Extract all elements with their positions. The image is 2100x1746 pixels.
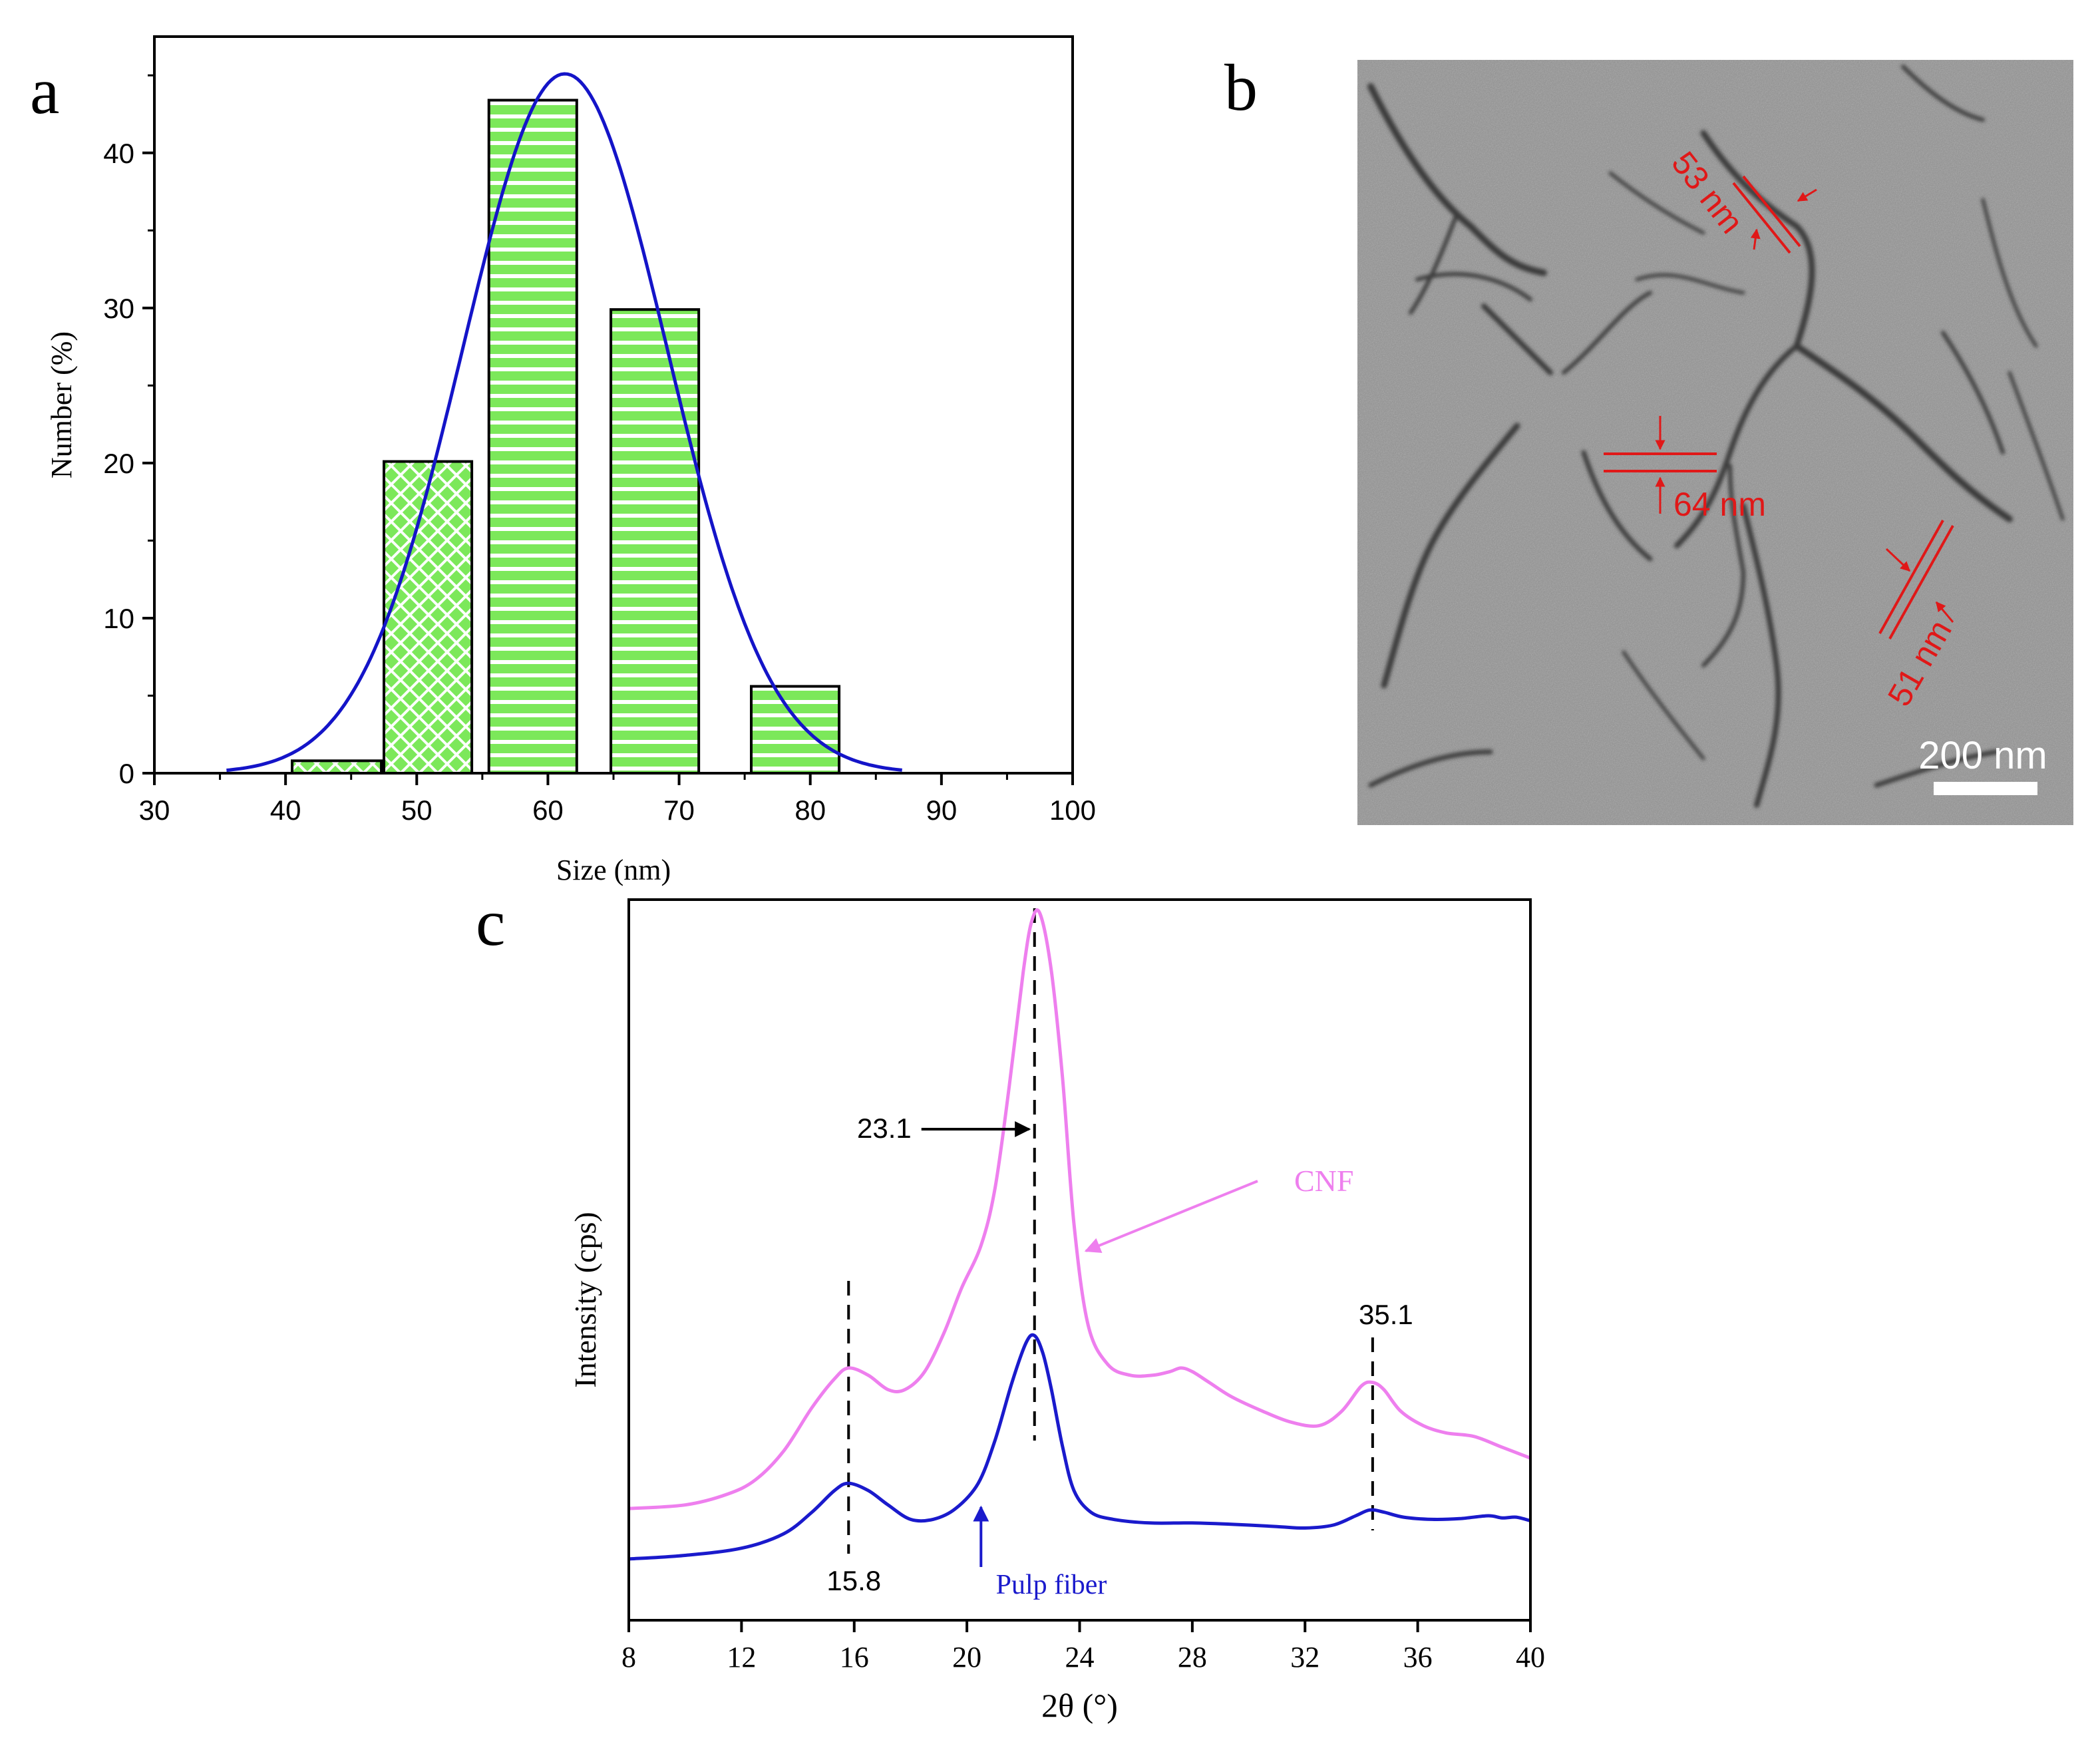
series-line-cnf bbox=[628, 908, 1531, 1510]
peak-marker-lines bbox=[847, 908, 1374, 1554]
tem-measurement-64nm: 64 nm bbox=[1604, 416, 1766, 523]
legend-label-cnf: CNF bbox=[1294, 1164, 1353, 1198]
y-axis-ticks-a: 0 10 20 30 40 bbox=[103, 74, 154, 789]
fiber bbox=[1635, 273, 1745, 295]
x-tick-label-a: 80 bbox=[794, 794, 826, 826]
measure-line bbox=[1742, 175, 1801, 248]
y-axis-title-a: Number (%) bbox=[45, 331, 78, 478]
fiber bbox=[1415, 271, 1532, 301]
fiber bbox=[1741, 503, 1781, 808]
x-tick-label-a: 100 bbox=[1049, 794, 1096, 826]
x-tick-label-a: 60 bbox=[532, 794, 564, 826]
x-tick-label-c: 32 bbox=[1290, 1641, 1319, 1673]
fiber bbox=[1622, 650, 1705, 761]
measure-line bbox=[1888, 525, 1954, 639]
x-tick-label-a: 30 bbox=[139, 794, 170, 826]
panel-c-xrd: c 8 12 16 20 24 28 32 36 40 2θ (°) Intensity (cp… bbox=[476, 886, 1545, 1724]
y-axis-title-c: Intensity (cps) bbox=[568, 1212, 602, 1387]
fiber bbox=[1700, 130, 1815, 349]
fiber bbox=[2008, 371, 2065, 521]
x-tick-label-c: 36 bbox=[1403, 1641, 1433, 1673]
x-tick-label-c: 8 bbox=[621, 1641, 636, 1673]
fiber bbox=[1368, 749, 1493, 788]
fiber bbox=[1409, 211, 1459, 315]
y-tick-label-a: 20 bbox=[103, 448, 134, 479]
fiber bbox=[1941, 331, 2005, 454]
histogram-bar-5 bbox=[750, 685, 841, 775]
histogram-bar-1 bbox=[291, 759, 383, 775]
x-axis-title-c: 2θ (°) bbox=[1041, 1687, 1118, 1724]
fiber bbox=[1581, 450, 1653, 562]
fiber bbox=[1981, 198, 2038, 348]
x-tick-label-a: 50 bbox=[401, 794, 433, 826]
x-axis-ticks-c: 8 12 16 20 24 28 32 36 40 bbox=[621, 1620, 1545, 1673]
annotation-35-1: 35.1 bbox=[1359, 1299, 1413, 1330]
measure-arrow bbox=[1935, 601, 1954, 623]
x-tick-label-c: 16 bbox=[840, 1641, 869, 1673]
series-line-pulp-fiber bbox=[628, 1333, 1531, 1561]
y-tick-label-a: 0 bbox=[119, 758, 134, 789]
fiber bbox=[1481, 303, 1553, 375]
histogram-bars bbox=[291, 98, 841, 775]
fiber bbox=[1874, 749, 1999, 788]
tem-label-64nm: 64 nm bbox=[1673, 486, 1766, 523]
scale-bar bbox=[1934, 782, 2037, 795]
x-tick-label-c: 12 bbox=[727, 1641, 756, 1673]
fiber bbox=[1367, 83, 1547, 276]
x-tick-label-a: 70 bbox=[663, 794, 695, 826]
x-axis-ticks-a: 30 40 50 60 70 80 90 100 bbox=[139, 773, 1096, 826]
x-tick-label-c: 28 bbox=[1178, 1641, 1207, 1673]
x-axis-title-a: Size (nm) bbox=[556, 854, 671, 886]
legend-label-pulp-fiber: Pulp fiber bbox=[996, 1570, 1107, 1600]
measure-arrow bbox=[1885, 548, 1911, 572]
tem-nanofibers bbox=[1367, 65, 2065, 808]
x-tick-label-c: 20 bbox=[952, 1641, 981, 1673]
y-tick-label-a: 10 bbox=[103, 603, 134, 634]
measure-line bbox=[1878, 520, 1944, 634]
fiber bbox=[1381, 423, 1520, 689]
panel-b-tem-image: b bbox=[1224, 51, 2073, 825]
fiber bbox=[1793, 343, 2013, 522]
x-tick-label-a: 90 bbox=[926, 794, 957, 826]
histogram-bar-2 bbox=[383, 460, 474, 775]
tem-micrograph: 53 nm 64 nm 51 nm 200 nm bbox=[1357, 60, 2073, 825]
y-tick-label-a: 30 bbox=[103, 293, 134, 324]
measure-arrow bbox=[1750, 228, 1761, 250]
fiber bbox=[1901, 65, 1985, 122]
fiber bbox=[1701, 464, 1746, 667]
x-tick-label-c: 24 bbox=[1065, 1641, 1095, 1673]
annotation-23-1: 23.1 bbox=[857, 1113, 912, 1144]
fiber bbox=[1562, 291, 1652, 375]
panel-a-label: a bbox=[30, 54, 59, 128]
histogram-bar-4 bbox=[610, 308, 701, 775]
x-tick-label-c: 40 bbox=[1516, 1641, 1545, 1673]
scale-bar-label: 200 nm bbox=[1918, 734, 2047, 777]
y-tick-label-a: 40 bbox=[103, 138, 134, 169]
x-tick-label-a: 40 bbox=[270, 794, 301, 826]
fiber bbox=[1608, 171, 1705, 235]
gaussian-fit-curve bbox=[226, 72, 902, 773]
panel-b-label: b bbox=[1224, 51, 1258, 124]
annotation-15-8: 15.8 bbox=[826, 1565, 881, 1596]
histogram-bar-3 bbox=[487, 98, 578, 775]
legend-arrow-cnf bbox=[1084, 1180, 1258, 1253]
measure-arrow bbox=[1797, 188, 1817, 202]
measure-line bbox=[1732, 182, 1791, 254]
fiber bbox=[1674, 343, 1799, 548]
panel-c-label: c bbox=[476, 886, 505, 960]
tem-noise-texture bbox=[1357, 60, 2073, 825]
